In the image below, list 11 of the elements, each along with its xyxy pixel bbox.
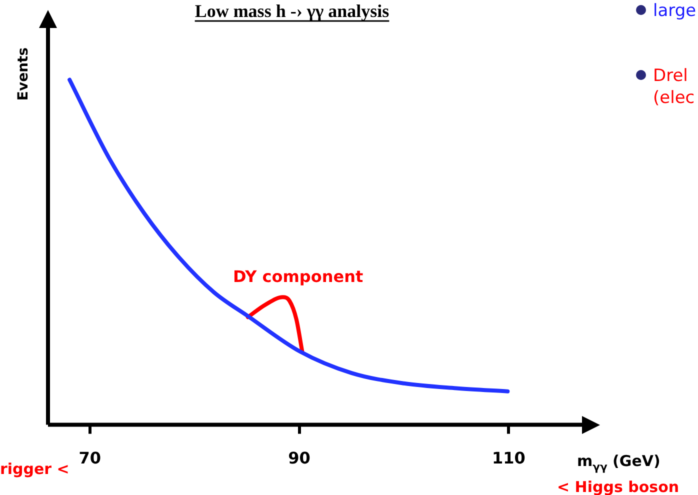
text: Drel (653, 66, 688, 86)
annotation: DY component (233, 267, 364, 286)
chart-title: Low mass h -› γγ analysis (194, 1, 390, 21)
text: rigger < (0, 460, 70, 478)
x-tick-label: 90 (288, 448, 310, 468)
x-tick-label: 110 (492, 448, 526, 468)
text: < Higgs boson (557, 478, 680, 495)
y-axis-title: Events (16, 47, 32, 101)
text: large (653, 1, 696, 21)
x-tick-label: 70 (78, 448, 102, 468)
text: (elec (653, 88, 695, 108)
